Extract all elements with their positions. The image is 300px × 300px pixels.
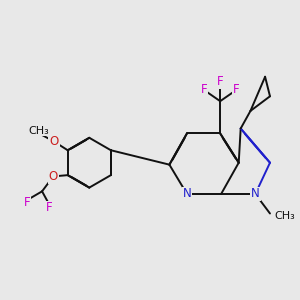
Text: CH₃: CH₃	[28, 125, 49, 136]
Text: CH₃: CH₃	[274, 211, 295, 221]
Text: F: F	[217, 75, 224, 88]
Text: O: O	[49, 170, 58, 183]
Text: F: F	[46, 202, 53, 214]
Text: F: F	[24, 196, 30, 209]
Text: F: F	[233, 83, 240, 97]
Text: N: N	[183, 188, 191, 200]
Text: O: O	[50, 135, 58, 148]
Text: N: N	[251, 188, 260, 200]
Text: F: F	[201, 83, 207, 97]
